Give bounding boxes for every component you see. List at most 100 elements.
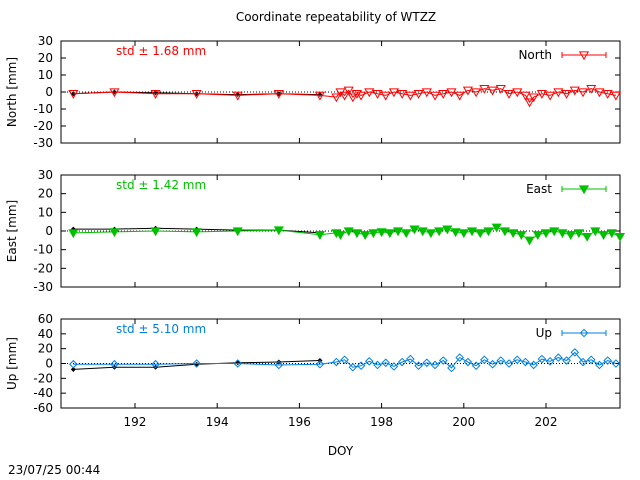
data-point <box>150 227 161 237</box>
data-point <box>614 232 626 242</box>
data-point <box>447 363 456 373</box>
y-tick-label: 20 <box>38 51 53 65</box>
data-point <box>491 223 502 233</box>
data-point <box>532 231 543 240</box>
data-point <box>582 232 593 242</box>
x-axis-label: DOY <box>328 444 354 458</box>
data-point <box>192 359 201 368</box>
y-tick-label: -20 <box>33 261 53 275</box>
y-tick-label: -10 <box>33 243 53 257</box>
data-point <box>397 357 407 367</box>
panel-0: 30 20 10 0 -10 -20 -30 North [mm] std ± 1.68 mm N… <box>5 34 621 150</box>
data-point <box>356 361 366 371</box>
data-point <box>430 360 440 370</box>
data-point <box>274 360 284 370</box>
data-point <box>565 231 576 240</box>
y-tick-label: 0 <box>45 357 53 371</box>
data-point <box>414 361 423 371</box>
data-point <box>508 229 519 239</box>
legend-marker <box>578 185 590 195</box>
data-point <box>520 91 531 101</box>
data-point <box>561 90 572 99</box>
data-point <box>480 355 489 365</box>
data-point <box>524 236 535 246</box>
data-point <box>368 229 379 239</box>
data-point <box>434 227 445 237</box>
y-axis-label: East [mm] <box>5 200 19 262</box>
data-point <box>315 359 325 369</box>
y-tick-label: 0 <box>45 224 53 238</box>
data-point <box>314 231 326 240</box>
data-point <box>339 91 350 101</box>
data-point <box>442 225 453 235</box>
data-point <box>578 357 588 367</box>
data-point <box>471 88 482 98</box>
data-point <box>446 88 457 98</box>
chart-panels: 30 20 10 0 -10 -20 -30 North [mm] std ± 1.68 mm N… <box>5 34 626 458</box>
data-point <box>603 356 612 365</box>
data-point <box>109 88 120 98</box>
data-point <box>372 90 383 99</box>
legend-label: Up <box>536 326 552 340</box>
data-point <box>232 227 243 237</box>
data-point <box>450 228 461 238</box>
chart-title: Coordinate repeatability of WTZZ <box>236 10 436 24</box>
data-point <box>232 91 243 101</box>
data-point <box>488 359 497 369</box>
data-point <box>545 356 555 366</box>
data-point <box>340 355 349 365</box>
y-tick-label: -20 <box>33 119 53 133</box>
y-tick-label: -40 <box>33 386 53 400</box>
data-point <box>504 359 514 368</box>
reference-point <box>70 366 76 372</box>
legend-marker <box>578 51 590 61</box>
data-point <box>503 90 515 99</box>
data-point <box>590 227 601 237</box>
data-point <box>314 91 326 101</box>
y-tick-label: 60 <box>38 312 53 326</box>
data-point <box>438 90 449 99</box>
y-tick-label: 40 <box>38 327 53 341</box>
x-tick-label: 196 <box>288 415 311 429</box>
data-point <box>273 226 284 236</box>
data-point <box>421 88 432 98</box>
data-point <box>273 90 284 99</box>
data-point <box>68 229 79 239</box>
data-point <box>570 348 580 357</box>
std-annotation: std ± 1.68 mm <box>116 44 206 58</box>
data-point <box>438 356 448 365</box>
data-point <box>454 91 465 101</box>
y-tick-label: 20 <box>38 342 53 356</box>
data-point <box>455 353 465 362</box>
y-tick-label: -60 <box>33 401 53 415</box>
data-point <box>331 93 342 103</box>
y-tick-label: -10 <box>33 102 53 116</box>
data-point <box>405 91 416 101</box>
data-point <box>364 88 375 98</box>
data-point <box>537 354 547 364</box>
data-point <box>479 84 490 94</box>
data-point <box>512 355 522 365</box>
data-point <box>355 91 367 101</box>
data-point <box>409 225 420 235</box>
data-point <box>577 88 589 98</box>
data-point <box>384 229 395 239</box>
data-point <box>557 229 568 239</box>
data-point <box>68 90 79 99</box>
data-point <box>373 360 382 370</box>
data-point <box>343 86 354 96</box>
data-point <box>569 86 580 96</box>
data-point <box>376 228 387 238</box>
data-point <box>380 91 391 101</box>
legend-label: East <box>526 182 552 196</box>
panel-1: 30 20 10 0 -10 -20 -30 East [mm] std ± 1.42 mm Ea… <box>5 168 626 294</box>
data-point <box>496 356 506 365</box>
data-point <box>233 359 243 368</box>
data-point <box>562 356 571 365</box>
data-point <box>462 86 473 96</box>
timestamp: 23/07/25 00:44 <box>8 463 100 477</box>
data-point <box>611 359 621 368</box>
data-point <box>516 231 527 240</box>
y-tick-label: 20 <box>38 187 53 201</box>
data-point <box>463 357 473 367</box>
